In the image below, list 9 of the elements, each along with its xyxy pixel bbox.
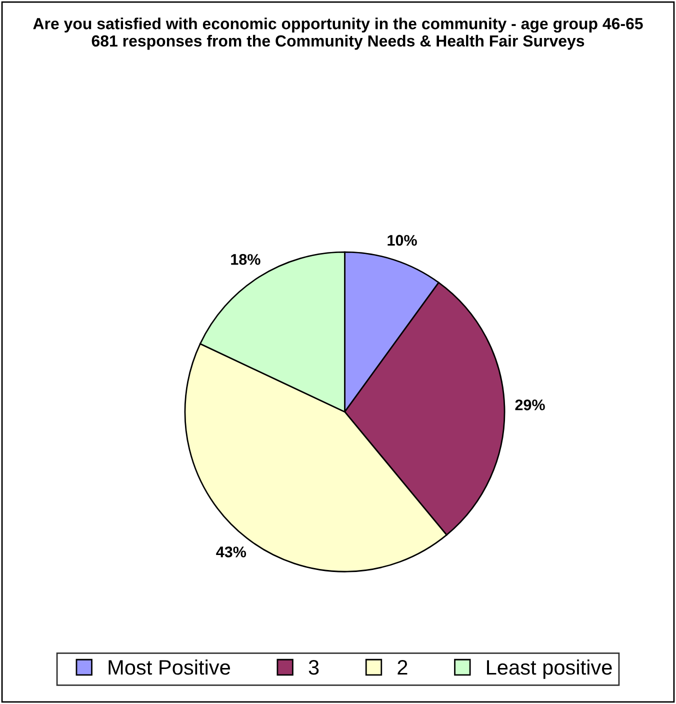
data-label: 43% [216,546,246,558]
legend-label: Least positive [487,659,612,679]
chart-title: Are you satisfied with economic opportunity in the community - age group 46-65 681 responses from the Community Needs & Health Fair Surveys [33,18,643,50]
data-label: 18% [231,254,260,265]
legend-label: 3 [308,660,319,675]
legend-label: 2 [398,660,408,675]
data-label: 10% [388,234,417,246]
data-label: 29% [515,400,545,410]
legend-label: Most Positive [108,659,230,675]
